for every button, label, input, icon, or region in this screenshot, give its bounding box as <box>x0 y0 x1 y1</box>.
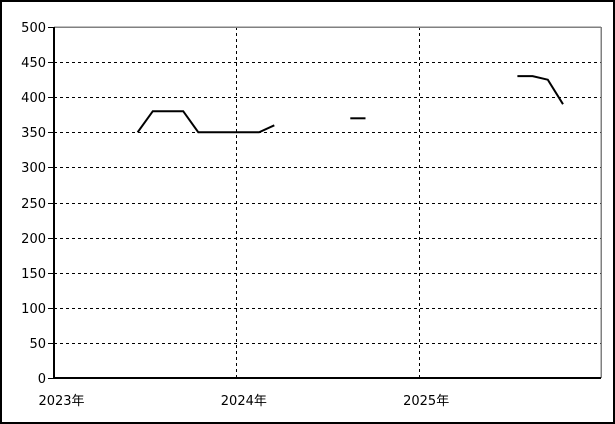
y-axis-label: 150 <box>21 267 46 282</box>
y-axis-label: 450 <box>21 56 46 71</box>
y-axis-label: 500 <box>21 21 46 36</box>
x-axis-label: 2023年 <box>38 394 84 409</box>
x-axis-label: 2024年 <box>221 394 267 409</box>
y-axis-label: 200 <box>21 232 46 247</box>
y-axis-label: 300 <box>21 161 46 176</box>
x-axis-label: 2025年 <box>403 394 449 409</box>
y-axis-label: 100 <box>21 302 46 317</box>
series-value-line-segment-1 <box>136 110 275 134</box>
y-axis-label: 250 <box>21 197 46 212</box>
y-axis-label: 0 <box>38 372 46 387</box>
y-axis-label: 400 <box>21 91 46 106</box>
series-value-line-segment-3 <box>517 75 564 105</box>
y-axis-label: 50 <box>29 337 46 352</box>
y-axis-label: 350 <box>21 126 46 141</box>
